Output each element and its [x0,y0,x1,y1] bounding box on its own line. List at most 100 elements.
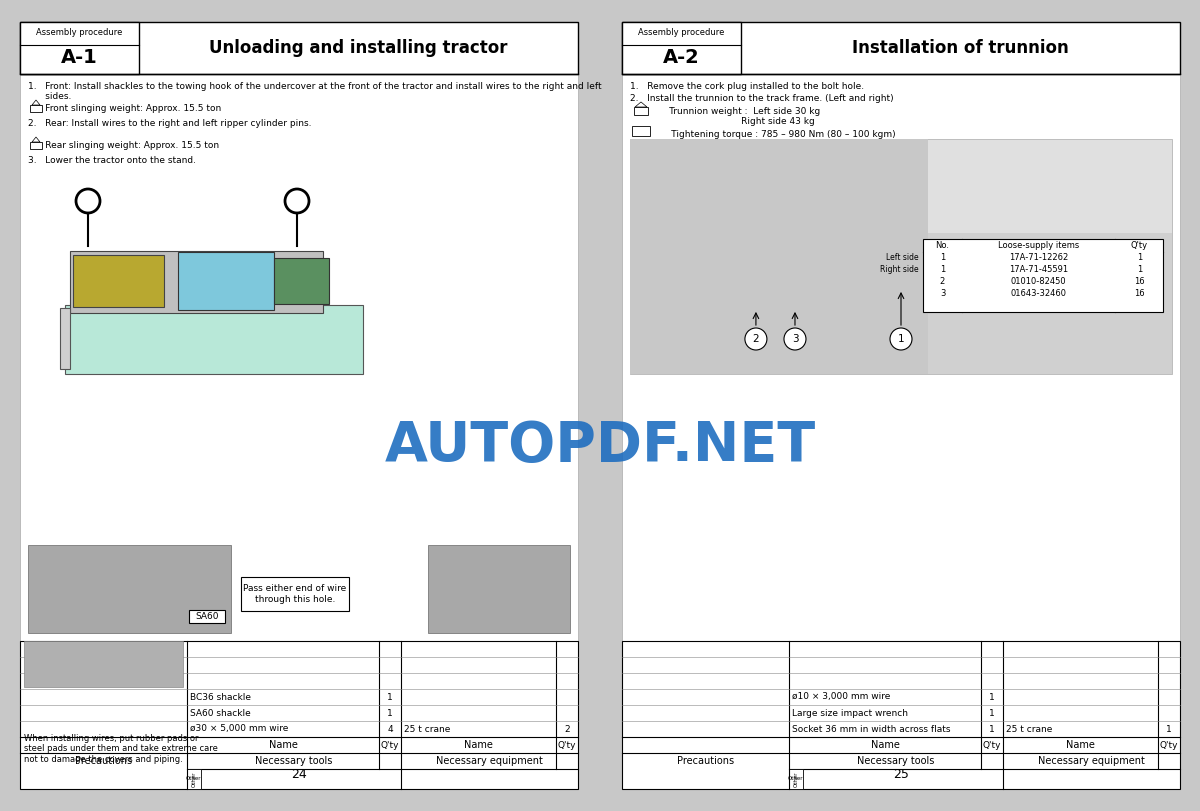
Text: Q'ty: Q'ty [380,740,400,749]
Bar [60,308,70,369]
Text: Name: Name [269,740,298,750]
Text: Large size impact wrench: Large size impact wrench [792,709,908,718]
Text: SA60: SA60 [196,612,218,621]
Text: Necessary equipment: Necessary equipment [436,756,542,766]
Circle shape [890,328,912,350]
Bar [24,641,182,687]
Text: 1.   Front: Install shackles to the towing hook of the undercover at the front o: 1. Front: Install shackles to the towing… [28,82,601,91]
Bar [428,545,570,633]
Text: sides.: sides. [28,92,71,101]
Text: Assembly procedure: Assembly procedure [36,28,122,37]
Text: 2: 2 [752,334,760,344]
Text: Necessary equipment: Necessary equipment [1038,756,1145,766]
Text: 1: 1 [989,724,995,733]
Text: Loose-supply items: Loose-supply items [998,241,1079,250]
Bar [70,251,323,313]
Text: 17A-71-45591: 17A-71-45591 [1009,265,1068,274]
Text: Left side: Left side [886,254,918,263]
Text: Installation of trunnion: Installation of trunnion [852,39,1069,57]
Bar [20,641,578,789]
Text: When installing wires, put rubber pads or
steel pads under them and take extreme: When installing wires, put rubber pads o… [24,734,218,764]
Text: ø30 × 5,000 mm wire: ø30 × 5,000 mm wire [190,724,288,733]
Text: SA60 shackle: SA60 shackle [190,709,251,718]
Bar [28,545,230,633]
Bar [178,252,274,310]
Text: 1.   Remove the cork plug installed to the bolt hole.: 1. Remove the cork plug installed to the… [630,82,864,91]
Bar [20,22,139,74]
Text: 1: 1 [1136,265,1142,274]
Text: 1: 1 [388,709,392,718]
Text: Rear slinging weight: Approx. 15.5 ton: Rear slinging weight: Approx. 15.5 ton [28,141,220,150]
Text: A-1: A-1 [61,49,98,67]
Text: Front slinging weight: Approx. 15.5 ton: Front slinging weight: Approx. 15.5 ton [28,104,221,113]
Text: 1: 1 [1136,254,1142,263]
Text: 25 t crane: 25 t crane [404,724,450,733]
Bar [622,22,1180,74]
Text: 1: 1 [388,693,392,702]
Text: 01643-32460: 01643-32460 [1010,290,1067,298]
Text: 3: 3 [792,334,798,344]
Text: 16: 16 [1134,290,1145,298]
Bar [630,139,928,374]
Polygon shape [32,100,40,105]
Text: 1: 1 [898,334,905,344]
Bar [274,258,329,304]
Text: ø10 × 3,000 mm wire: ø10 × 3,000 mm wire [792,693,890,702]
Text: No.: No. [936,241,949,250]
Text: Right side: Right side [880,265,918,274]
Text: 1: 1 [1166,724,1172,733]
Circle shape [745,328,767,350]
Bar [30,142,42,149]
Text: Name: Name [464,740,493,750]
Text: Necessary tools: Necessary tools [256,756,332,766]
Text: Name: Name [1066,740,1094,750]
Text: 3.   Lower the tractor onto the stand.: 3. Lower the tractor onto the stand. [28,156,196,165]
Bar [622,22,742,74]
Bar [923,239,1163,312]
Text: 3: 3 [940,290,946,298]
Text: Q'ty: Q'ty [1130,241,1148,250]
Text: 24: 24 [292,769,307,782]
Text: BC36 shackle: BC36 shackle [190,693,251,702]
Bar [50,189,403,399]
Text: Name: Name [870,740,900,750]
Bar [630,139,1172,374]
Bar [65,305,364,374]
Bar [30,105,42,112]
Text: Pass either end of wire
through this hole.: Pass either end of wire through this hol… [244,584,347,603]
Text: Necessary tools: Necessary tools [857,756,935,766]
Text: AUTOPDF.NET: AUTOPDF.NET [384,419,816,473]
Text: Precautions: Precautions [74,756,132,766]
Bar [634,107,648,115]
Text: 01010-82450: 01010-82450 [1010,277,1067,286]
Bar [73,255,164,307]
Text: Assembly procedure: Assembly procedure [638,28,725,37]
Bar [241,577,349,611]
Bar [630,233,1172,374]
Text: 25: 25 [893,769,908,782]
Bar [190,610,226,623]
Bar [20,22,578,789]
Text: A-2: A-2 [664,49,700,67]
Text: 2: 2 [564,724,570,733]
Bar [622,22,1180,789]
Text: Unloading and installing tractor: Unloading and installing tractor [209,39,508,57]
Text: 25 t crane: 25 t crane [1006,724,1052,733]
Text: Trunnion weight :  Left side 30 kg: Trunnion weight : Left side 30 kg [652,107,821,116]
Bar [632,126,650,136]
Text: Other: Other [192,771,197,787]
Bar [790,769,803,789]
Text: 1: 1 [940,265,946,274]
Polygon shape [32,137,40,142]
Polygon shape [635,102,647,107]
Text: Other: Other [788,776,804,782]
Text: 16: 16 [1134,277,1145,286]
Text: 2.   Rear: Install wires to the right and left ripper cylinder pins.: 2. Rear: Install wires to the right and … [28,119,312,128]
Text: 17A-71-12262: 17A-71-12262 [1009,254,1068,263]
Text: Q'ty: Q'ty [983,740,1001,749]
Text: Socket 36 mm in width across flats: Socket 36 mm in width across flats [792,724,950,733]
Text: 2: 2 [940,277,946,286]
Text: Other: Other [186,776,202,782]
Circle shape [784,328,806,350]
Text: 1: 1 [989,693,995,702]
